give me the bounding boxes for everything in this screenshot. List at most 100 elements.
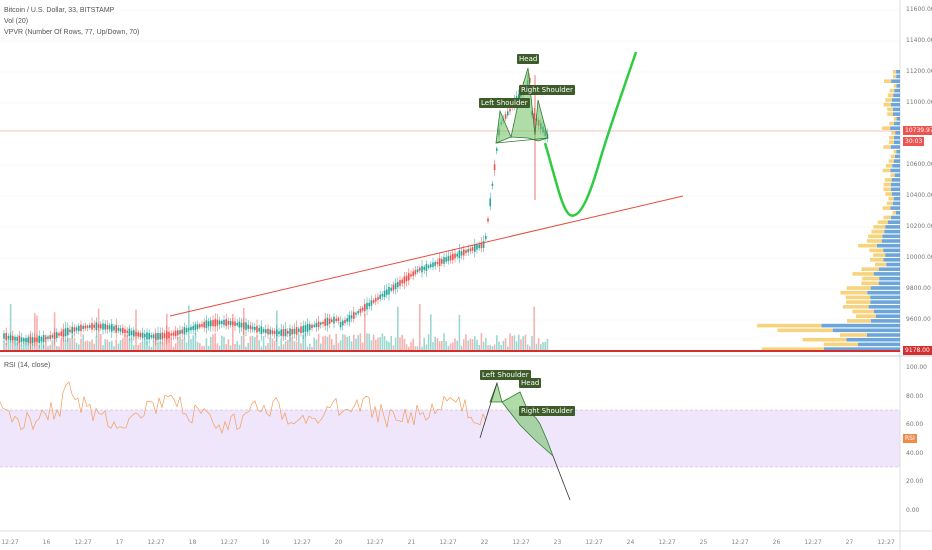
candle-body [139, 332, 142, 337]
rsi-projection-down[interactable] [552, 455, 571, 501]
candle-body [97, 324, 100, 328]
candle-body [443, 256, 445, 264]
candle-body [366, 302, 368, 310]
time-tick-label: 16 [42, 539, 51, 546]
candle-body [401, 279, 403, 284]
volume-bar [463, 339, 465, 351]
candle-body [218, 320, 221, 325]
volume-bar [31, 342, 34, 351]
candle-body [82, 325, 84, 329]
volume-bar [507, 346, 509, 351]
candle-body [172, 332, 175, 336]
right-shoulder-label-rsi[interactable]: Right Shoulder [519, 406, 575, 416]
candle-body [304, 325, 307, 332]
vol-legend[interactable]: Vol (20) [4, 18, 29, 25]
candle-body [432, 262, 434, 268]
candle-body [405, 275, 408, 282]
rsi-tick-label: 100.00 [906, 364, 927, 371]
candle-body [166, 331, 168, 340]
vpvr-bar-up [896, 149, 900, 154]
volume-bar [181, 338, 183, 351]
candle-body [119, 328, 122, 332]
candle-body [447, 256, 450, 262]
candle-body [124, 329, 126, 334]
candle-body [309, 324, 311, 331]
rsi-legend[interactable]: RSI (14, close) [4, 362, 51, 369]
volume-bar [366, 333, 368, 351]
volume-bar [496, 335, 498, 351]
volume-bar [476, 339, 478, 351]
volume-bar [311, 346, 313, 351]
rsi-flag: RSI [903, 434, 917, 443]
candle-body [386, 289, 388, 295]
volume-bar [344, 334, 346, 351]
vpvr-bar-down [839, 333, 867, 337]
vpvr-bar-up [890, 206, 900, 210]
vpvr-bar-down [861, 281, 879, 286]
head-label-price[interactable]: Head [517, 54, 540, 64]
vpvr-bar-down [889, 88, 895, 93]
volume-bar [445, 341, 447, 351]
rsi-tick-label: 0.00 [906, 506, 920, 514]
candle-body [203, 321, 205, 328]
vpvr-bar-down [883, 79, 892, 83]
volume-bar [271, 338, 274, 351]
volume-bar [205, 338, 208, 351]
volume-bar [414, 346, 417, 351]
time-tick-label: 12:27 [74, 539, 92, 546]
volume-bar [141, 341, 144, 351]
vpvr-bar-up [891, 192, 900, 196]
volume-bar [465, 334, 467, 351]
vpvr-bar-up [895, 131, 900, 135]
candle-body [344, 319, 346, 324]
head-label-rsi[interactable]: Head [519, 378, 542, 388]
projection-curve[interactable] [543, 51, 638, 217]
volume-bar [174, 343, 177, 351]
time-tick-label: 12:27 [731, 539, 749, 546]
volume-bar [113, 346, 115, 351]
candle-body [229, 321, 232, 326]
vpvr-bar-down [862, 276, 880, 281]
volume-bar [390, 335, 392, 351]
volume-bar [102, 345, 104, 351]
trendline[interactable] [169, 195, 684, 317]
volume-bar [434, 337, 436, 351]
neckline [495, 137, 549, 144]
volume-bar [423, 337, 425, 351]
symbol-legend[interactable]: Bitcoin / U.S. Dollar, 33, BITSTAMP [4, 7, 115, 14]
vpvr-bar-down [846, 300, 871, 304]
volume-bar [91, 339, 93, 351]
volume-bar [432, 342, 434, 351]
candle-body [445, 257, 447, 262]
vpvr-bar-down [873, 225, 886, 229]
vpvr-bar-up [893, 159, 900, 163]
volume-bar [540, 344, 542, 351]
vpvr-bar-up [894, 88, 900, 93]
volume-bar [370, 340, 373, 351]
candle-body [372, 300, 375, 303]
vpvr-bar-up [868, 305, 900, 309]
volume-bar [67, 338, 69, 351]
candle-body [240, 322, 243, 328]
volume-bar [401, 334, 403, 351]
time-tick-label: 12:27 [220, 539, 238, 546]
vpvr-legend[interactable]: VPVR (Number Of Rows, 77, Up/Down, 70) [4, 29, 140, 36]
right-shoulder-label-price[interactable]: Right Shoulder [519, 85, 575, 95]
candle-body [205, 320, 208, 329]
left-shoulder-label-price[interactable]: Left Shoulder [479, 98, 530, 108]
left-shoulder-label-rsi[interactable]: Left Shoulder [480, 370, 531, 380]
volume-bar [214, 333, 216, 351]
hs-pattern-rsi[interactable] [489, 381, 554, 457]
candle-body [196, 324, 199, 329]
rsi-projection-line[interactable] [479, 382, 498, 439]
candle-body [335, 318, 337, 321]
volume-bar [394, 337, 397, 351]
volume-bar [251, 335, 254, 351]
vpvr-bar-down [871, 229, 885, 234]
vpvr-bar-down [875, 262, 887, 267]
volume-bar [339, 340, 342, 351]
candle-body [223, 319, 225, 326]
volume-bar [529, 346, 531, 351]
candle-body [410, 274, 412, 277]
